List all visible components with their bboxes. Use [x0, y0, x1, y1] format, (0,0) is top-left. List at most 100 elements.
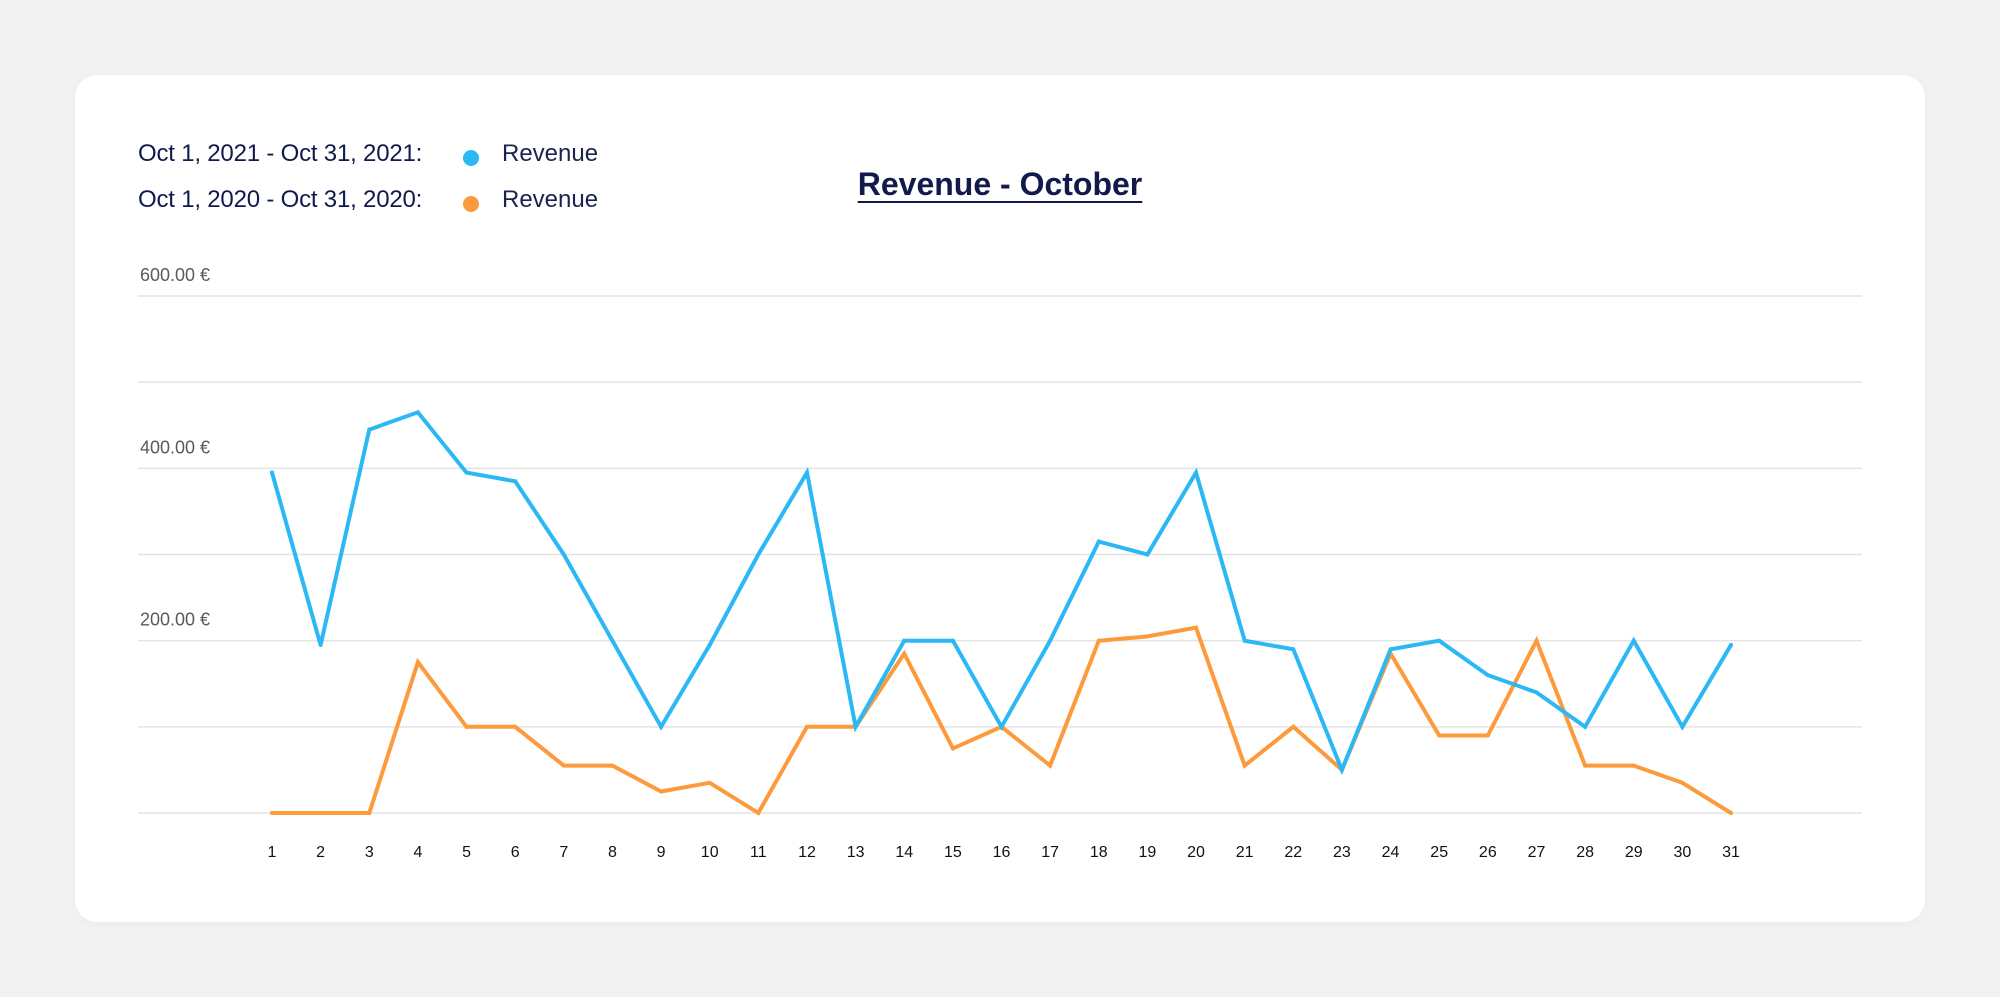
- x-tick-label: 24: [1382, 844, 1400, 861]
- data-point[interactable]: [561, 552, 566, 557]
- legend-series-label: Revenue: [502, 186, 599, 213]
- x-tick-label: 25: [1430, 844, 1448, 861]
- x-tick-label: 8: [608, 844, 617, 861]
- legend-item-2020[interactable]: Oct 1, 2020 - Oct 31, 2020: Revenue: [138, 186, 658, 226]
- x-tick-label: 13: [847, 844, 865, 861]
- data-point[interactable]: [756, 552, 761, 557]
- data-point[interactable]: [1583, 724, 1588, 729]
- data-point[interactable]: [270, 811, 274, 815]
- data-point[interactable]: [610, 638, 615, 643]
- series-line[interactable]: [270, 625, 1733, 816]
- x-tick-label: 11: [750, 844, 767, 861]
- data-point[interactable]: [464, 724, 469, 729]
- data-point[interactable]: [1583, 763, 1588, 768]
- data-point[interactable]: [1145, 552, 1150, 557]
- data-point[interactable]: [1534, 690, 1539, 695]
- chart-title: Revenue - October: [857, 166, 1143, 202]
- data-point[interactable]: [561, 763, 566, 768]
- data-point[interactable]: [902, 638, 907, 643]
- x-tick-label: 7: [559, 844, 568, 861]
- data-point[interactable]: [1485, 673, 1490, 678]
- data-point[interactable]: [1048, 638, 1053, 643]
- x-tick-label: 6: [511, 844, 520, 861]
- data-point[interactable]: [902, 651, 907, 656]
- x-tick-label: 20: [1187, 844, 1205, 861]
- data-point[interactable]: [1729, 811, 1733, 815]
- x-tick-label: 28: [1576, 844, 1594, 861]
- x-axis-ticks: 1 2 3 4 5 6 7 8 9 10 11 12 13 14 15 16 17 18 19 20 21 22 23 24 2…: [268, 844, 1740, 861]
- x-tick-label: 22: [1284, 844, 1302, 861]
- data-point[interactable]: [1534, 638, 1539, 643]
- data-point[interactable]: [513, 479, 518, 484]
- data-point[interactable]: [1096, 638, 1101, 643]
- data-point[interactable]: [1437, 638, 1442, 643]
- y-axis-ticks: 600.00 € 400.00 € 200.00 €: [140, 265, 210, 630]
- series-1: [270, 625, 1733, 816]
- data-point[interactable]: [270, 470, 274, 475]
- grid-lines: [138, 295, 1862, 814]
- data-point[interactable]: [1048, 763, 1053, 768]
- data-point[interactable]: [415, 660, 420, 665]
- data-point[interactable]: [950, 746, 955, 751]
- legend-dot-icon: [463, 150, 479, 166]
- data-point[interactable]: [367, 427, 372, 432]
- legend-range-label: Oct 1, 2021 - Oct 31, 2021:: [138, 140, 423, 167]
- data-point[interactable]: [318, 811, 323, 815]
- y-tick-label: 200.00 €: [140, 610, 210, 630]
- series-lines: [270, 409, 1733, 816]
- data-point[interactable]: [804, 724, 809, 729]
- x-tick-label: 29: [1625, 844, 1643, 861]
- data-point[interactable]: [1194, 625, 1199, 630]
- data-point[interactable]: [367, 811, 372, 815]
- data-point[interactable]: [950, 638, 955, 643]
- data-point[interactable]: [1631, 638, 1636, 643]
- data-point[interactable]: [1339, 767, 1344, 772]
- series-line[interactable]: [270, 409, 1733, 776]
- data-point[interactable]: [1291, 647, 1296, 652]
- x-tick-label: 23: [1333, 844, 1351, 861]
- x-tick-label: 30: [1673, 844, 1691, 861]
- legend-range-label: Oct 1, 2020 - Oct 31, 2020:: [138, 186, 423, 213]
- data-point[interactable]: [1485, 733, 1490, 738]
- data-point[interactable]: [853, 724, 858, 729]
- data-point[interactable]: [659, 789, 664, 794]
- x-tick-label: 9: [657, 844, 666, 861]
- data-point[interactable]: [464, 470, 469, 475]
- data-point[interactable]: [610, 763, 615, 768]
- data-point[interactable]: [415, 410, 420, 415]
- data-point[interactable]: [1194, 470, 1199, 475]
- data-point[interactable]: [1437, 733, 1442, 738]
- data-point[interactable]: [1680, 780, 1685, 785]
- data-point[interactable]: [1388, 647, 1393, 652]
- x-tick-label: 12: [798, 844, 816, 861]
- data-point[interactable]: [1680, 724, 1685, 729]
- data-point[interactable]: [999, 724, 1004, 729]
- y-tick-label: 400.00 €: [140, 437, 210, 457]
- legend-item-2021[interactable]: Oct 1, 2021 - Oct 31, 2021: Revenue: [138, 140, 658, 180]
- data-point[interactable]: [659, 724, 664, 729]
- data-point[interactable]: [756, 811, 761, 815]
- x-tick-label: 14: [895, 844, 913, 861]
- data-point[interactable]: [1631, 763, 1636, 768]
- x-tick-label: 16: [993, 844, 1011, 861]
- x-tick-label: 5: [462, 844, 471, 861]
- data-point[interactable]: [1242, 763, 1247, 768]
- data-point[interactable]: [513, 724, 518, 729]
- x-tick-label: 27: [1528, 844, 1546, 861]
- chart-card: [75, 75, 1925, 922]
- data-point[interactable]: [707, 642, 712, 647]
- data-point[interactable]: [318, 642, 323, 647]
- x-tick-label: 3: [365, 844, 374, 861]
- data-point[interactable]: [1729, 642, 1733, 647]
- data-point[interactable]: [1291, 724, 1296, 729]
- x-tick-label: 1: [268, 844, 277, 861]
- x-tick-label: 26: [1479, 844, 1497, 861]
- legend-dot-icon: [463, 196, 479, 212]
- data-point[interactable]: [804, 470, 809, 475]
- data-point[interactable]: [707, 780, 712, 785]
- data-point[interactable]: [1145, 634, 1150, 639]
- data-point[interactable]: [1096, 539, 1101, 544]
- y-tick-label: 600.00 €: [140, 265, 210, 285]
- data-point[interactable]: [1242, 638, 1247, 643]
